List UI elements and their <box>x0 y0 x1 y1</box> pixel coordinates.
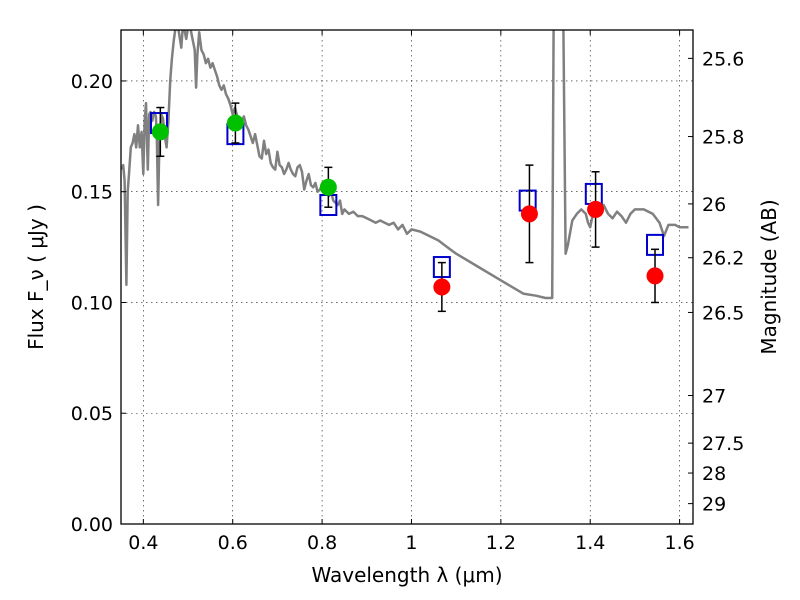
observed-flux-point <box>226 114 244 132</box>
observed-flux-point <box>520 205 538 223</box>
y-tick-label: 0.00 <box>71 514 113 536</box>
template-spectrum-line <box>121 30 689 300</box>
y-tick-label: 0.05 <box>71 403 113 425</box>
x-tick-label: 1.2 <box>486 532 516 554</box>
x-tick-label: 1 <box>405 532 417 554</box>
x-tick-label: 1.4 <box>575 532 605 554</box>
axis-ticks: 0.4 0.6 0.8 1 1.2 1.4 1.6 0.00 0.05 0.10 0.15 0.20 2… <box>71 30 744 554</box>
x-tick-label: 0.8 <box>307 532 337 554</box>
y2-tick-label: 29 <box>702 494 726 516</box>
y2-tick-label: 26 <box>702 194 726 216</box>
y2-tick-label: 25.6 <box>702 48 744 70</box>
y2-tick-label: 27 <box>702 386 726 408</box>
photometry-points <box>149 102 665 313</box>
plot-frame <box>120 29 694 525</box>
x-tick-label: 0.6 <box>218 532 248 554</box>
y-axis-label: Flux F_ν ( μJy ) <box>24 204 48 350</box>
y2-tick-label: 25.8 <box>702 127 744 149</box>
y2-tick-label: 26.5 <box>702 302 744 324</box>
y2-tick-label: 26.2 <box>702 248 744 270</box>
gridlines <box>121 30 693 525</box>
observed-flux-point <box>646 267 664 285</box>
observed-flux-point <box>433 278 451 296</box>
model-flux-square <box>584 182 603 205</box>
x-axis-label: Wavelength λ (μm) <box>311 563 502 587</box>
y-tick-label: 0.20 <box>71 71 113 93</box>
y2-tick-label: 27.5 <box>702 433 744 455</box>
x-tick-label: 1.6 <box>664 532 694 554</box>
y-tick-label: 0.15 <box>71 182 113 204</box>
observed-flux-point <box>319 178 337 196</box>
y2-tick-label: 28 <box>702 463 726 485</box>
x-tick-label: 0.4 <box>128 532 158 554</box>
observed-flux-point <box>587 200 605 218</box>
y-tick-label: 0.10 <box>71 292 113 314</box>
observed-flux-point <box>151 123 169 141</box>
y2-axis-label: Magnitude (AB) <box>757 199 781 354</box>
